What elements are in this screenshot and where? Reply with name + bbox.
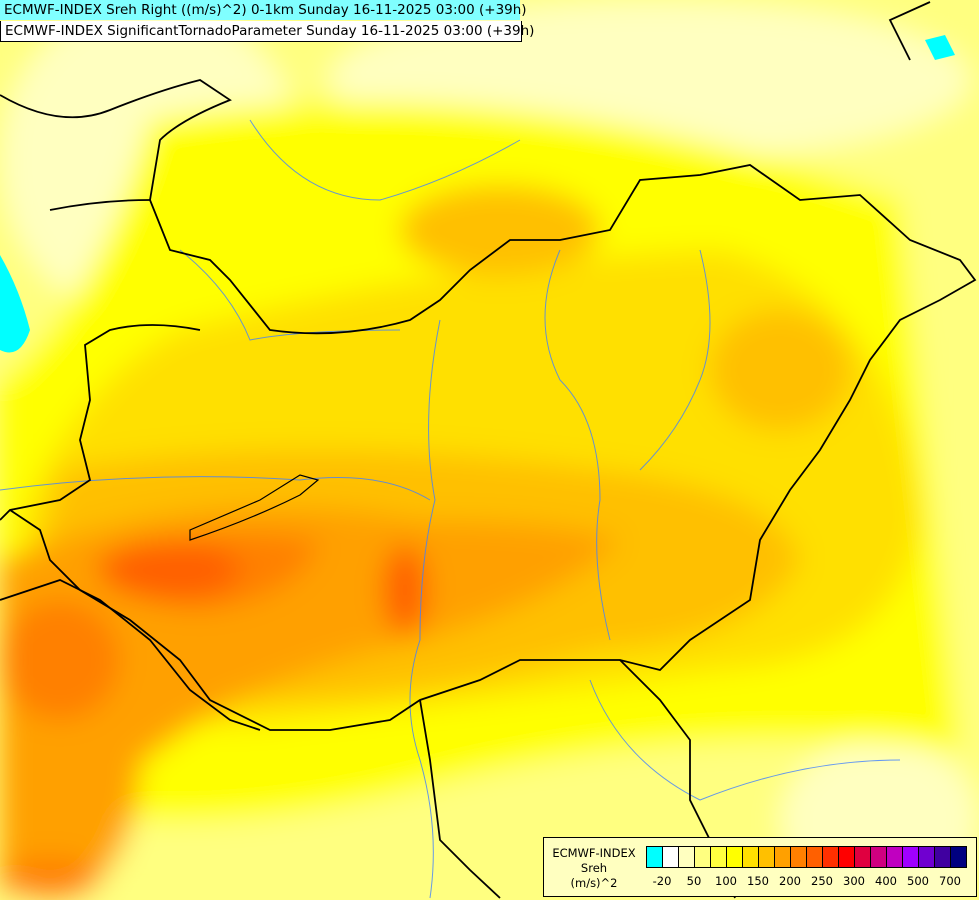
legend-swatch (951, 847, 966, 867)
legend-swatch (775, 847, 791, 867)
legend-tick-label: 150 (747, 874, 769, 888)
legend-tick-label: 500 (907, 874, 929, 888)
cyan-area (925, 35, 955, 60)
legend-swatch (743, 847, 759, 867)
legend-tick-label: 250 (811, 874, 833, 888)
legend-variable: Sreh (580, 861, 608, 875)
legend-swatch (679, 847, 695, 867)
legend-swatch (663, 847, 679, 867)
cyan-area (0, 255, 30, 353)
legend-swatch (935, 847, 951, 867)
legend-tick-label: 400 (875, 874, 897, 888)
legend-swatch (903, 847, 919, 867)
map-title-line-1: ECMWF-INDEX Sreh Right ((m/s)^2) 0-1km S… (0, 0, 527, 20)
legend-swatch (823, 847, 839, 867)
legend-title: ECMWF-INDEX (552, 846, 636, 860)
rivers (0, 119, 901, 899)
legend-swatch (919, 847, 935, 867)
legend-unit: (m/s)^2 (570, 876, 618, 890)
legend-swatch (839, 847, 855, 867)
legend-swatch (791, 847, 807, 867)
legend-tick-label: 300 (843, 874, 865, 888)
legend-swatch (647, 847, 663, 867)
legend-tick-label: 100 (715, 874, 737, 888)
legend-tick-label: 50 (686, 874, 702, 888)
legend-tick-label: 700 (939, 874, 961, 888)
legend-swatch (727, 847, 743, 867)
legend-swatch (807, 847, 823, 867)
map-title-line-2: ECMWF-INDEX SignificantTornadoParameter … (0, 21, 534, 42)
color-legend: ECMWF-INDEX Sreh (m/s)^2 -20 50 100 150 200 2… (543, 837, 977, 897)
legend-tick-label: -20 (652, 874, 672, 888)
legend-tick-labels: -20 50 100 150 200 250 300 400 500 700 (646, 874, 968, 890)
legend-swatch (871, 847, 887, 867)
legend-swatch (855, 847, 871, 867)
legend-swatch (759, 847, 775, 867)
legend-swatch (711, 847, 727, 867)
legend-swatch (695, 847, 711, 867)
legend-color-scale (646, 846, 967, 868)
legend-swatch (887, 847, 903, 867)
legend-tick-label: 200 (779, 874, 801, 888)
